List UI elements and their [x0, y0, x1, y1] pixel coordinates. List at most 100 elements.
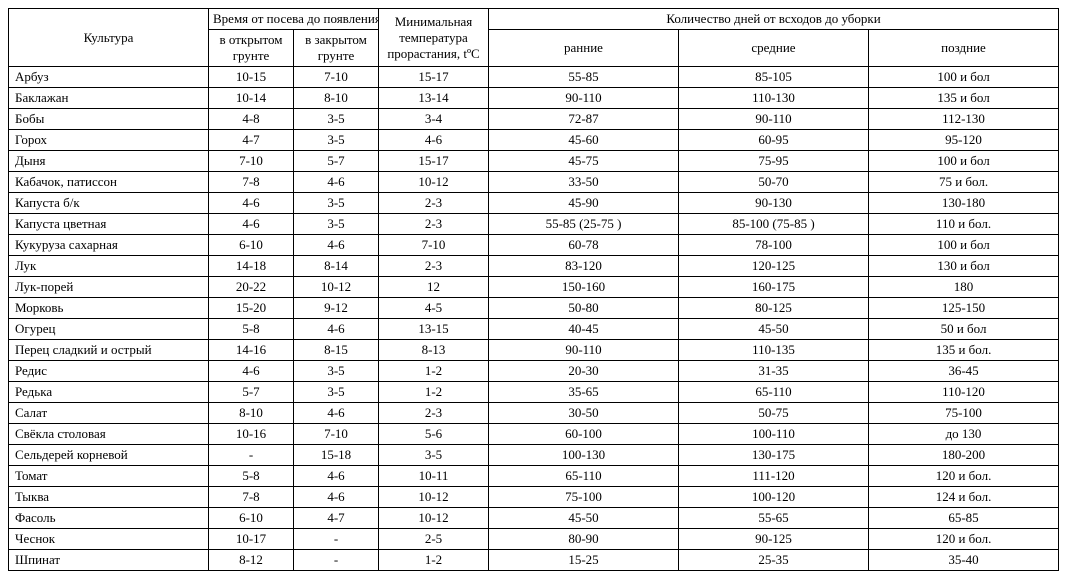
cell-open_ground: 14-16	[209, 340, 294, 361]
table-row: Сельдерей корневой-15-183-5100-130130-17…	[9, 445, 1059, 466]
cell-min_temp: 3-5	[379, 445, 489, 466]
cell-mid: 80-125	[679, 298, 869, 319]
table-row: Редис4-63-51-220-3031-3536-45	[9, 361, 1059, 382]
cell-late: 135 и бол.	[869, 340, 1059, 361]
cell-open_ground: 8-12	[209, 550, 294, 571]
cell-min_temp: 1-2	[379, 361, 489, 382]
cell-min_temp: 10-12	[379, 508, 489, 529]
cell-late: 130-180	[869, 193, 1059, 214]
cell-open_ground: 15-20	[209, 298, 294, 319]
cell-closed_ground: 5-7	[294, 151, 379, 172]
cell-mid: 31-35	[679, 361, 869, 382]
table-header: Культура Время от посева до появления вс…	[9, 9, 1059, 67]
cell-late: 125-150	[869, 298, 1059, 319]
cell-culture: Свёкла столовая	[9, 424, 209, 445]
cell-early: 20-30	[489, 361, 679, 382]
col-header-emergence-group: Время от посева до появления всходов, дн…	[209, 9, 379, 30]
cell-closed_ground: 4-6	[294, 466, 379, 487]
cell-open_ground: 14-18	[209, 256, 294, 277]
table-row: Арбуз10-157-1015-1755-8585-105100 и бол	[9, 67, 1059, 88]
cell-culture: Арбуз	[9, 67, 209, 88]
cell-min_temp: 4-5	[379, 298, 489, 319]
table-row: Дыня7-105-715-1745-7575-95100 и бол	[9, 151, 1059, 172]
cell-min_temp: 12	[379, 277, 489, 298]
cell-closed_ground: 4-7	[294, 508, 379, 529]
cell-closed_ground: 3-5	[294, 193, 379, 214]
cell-culture: Капуста б/к	[9, 193, 209, 214]
cell-culture: Кукуруза сахарная	[9, 235, 209, 256]
cell-culture: Лук-порей	[9, 277, 209, 298]
cell-closed_ground: -	[294, 550, 379, 571]
cell-early: 83-120	[489, 256, 679, 277]
cell-open_ground: 4-6	[209, 193, 294, 214]
crop-timing-table: Культура Время от посева до появления вс…	[8, 8, 1059, 571]
cell-late: 180	[869, 277, 1059, 298]
cell-mid: 90-125	[679, 529, 869, 550]
cell-mid: 130-175	[679, 445, 869, 466]
cell-culture: Редис	[9, 361, 209, 382]
cell-early: 50-80	[489, 298, 679, 319]
cell-early: 15-25	[489, 550, 679, 571]
col-header-early: ранние	[489, 30, 679, 67]
cell-early: 90-110	[489, 340, 679, 361]
cell-closed_ground: 9-12	[294, 298, 379, 319]
cell-open_ground: 20-22	[209, 277, 294, 298]
cell-min_temp: 13-14	[379, 88, 489, 109]
table-row: Кабачок, патиссон7-84-610-1233-5050-7075…	[9, 172, 1059, 193]
table-row: Фасоль6-104-710-1245-5055-6565-85	[9, 508, 1059, 529]
cell-min_temp: 15-17	[379, 151, 489, 172]
cell-late: 135 и бол	[869, 88, 1059, 109]
table-row: Бобы4-83-53-472-8790-110112-130	[9, 109, 1059, 130]
table-row: Огурец5-84-613-1540-4545-5050 и бол	[9, 319, 1059, 340]
table-row: Редька5-73-51-235-6565-110110-120	[9, 382, 1059, 403]
cell-early: 80-90	[489, 529, 679, 550]
cell-mid: 120-125	[679, 256, 869, 277]
table-row: Баклажан10-148-1013-1490-110110-130135 и…	[9, 88, 1059, 109]
cell-closed_ground: 8-15	[294, 340, 379, 361]
cell-open_ground: 10-17	[209, 529, 294, 550]
cell-closed_ground: 15-18	[294, 445, 379, 466]
col-header-open-ground: в открытом грунте	[209, 30, 294, 67]
cell-min_temp: 10-12	[379, 172, 489, 193]
cell-culture: Шпинат	[9, 550, 209, 571]
cell-early: 45-90	[489, 193, 679, 214]
cell-culture: Лук	[9, 256, 209, 277]
cell-early: 55-85 (25-75 )	[489, 214, 679, 235]
cell-mid: 45-50	[679, 319, 869, 340]
cell-closed_ground: 4-6	[294, 235, 379, 256]
cell-closed_ground: 3-5	[294, 109, 379, 130]
cell-early: 75-100	[489, 487, 679, 508]
cell-late: 100 и бол	[869, 67, 1059, 88]
cell-culture: Тыква	[9, 487, 209, 508]
table-row: Шпинат8-12-1-215-2525-3535-40	[9, 550, 1059, 571]
cell-open_ground: 5-7	[209, 382, 294, 403]
cell-min_temp: 7-10	[379, 235, 489, 256]
cell-mid: 50-75	[679, 403, 869, 424]
table-row: Тыква7-84-610-1275-100100-120124 и бол.	[9, 487, 1059, 508]
cell-culture: Томат	[9, 466, 209, 487]
cell-closed_ground: -	[294, 529, 379, 550]
cell-mid: 65-110	[679, 382, 869, 403]
cell-late: 130 и бол	[869, 256, 1059, 277]
cell-late: 100 и бол	[869, 151, 1059, 172]
cell-early: 45-60	[489, 130, 679, 151]
cell-open_ground: 5-8	[209, 319, 294, 340]
cell-culture: Огурец	[9, 319, 209, 340]
cell-culture: Баклажан	[9, 88, 209, 109]
table-row: Капуста цветная4-63-52-355-85 (25-75 )85…	[9, 214, 1059, 235]
cell-min_temp: 13-15	[379, 319, 489, 340]
cell-late: 120 и бол.	[869, 529, 1059, 550]
cell-late: 75 и бол.	[869, 172, 1059, 193]
table-row: Лук14-188-142-383-120120-125130 и бол	[9, 256, 1059, 277]
cell-mid: 55-65	[679, 508, 869, 529]
cell-late: 120 и бол.	[869, 466, 1059, 487]
cell-closed_ground: 7-10	[294, 67, 379, 88]
cell-min_temp: 10-11	[379, 466, 489, 487]
cell-culture: Капуста цветная	[9, 214, 209, 235]
cell-early: 35-65	[489, 382, 679, 403]
cell-open_ground: 10-16	[209, 424, 294, 445]
cell-late: 95-120	[869, 130, 1059, 151]
cell-open_ground: 8-10	[209, 403, 294, 424]
table-row: Горох4-73-54-645-6060-9595-120	[9, 130, 1059, 151]
cell-mid: 60-95	[679, 130, 869, 151]
